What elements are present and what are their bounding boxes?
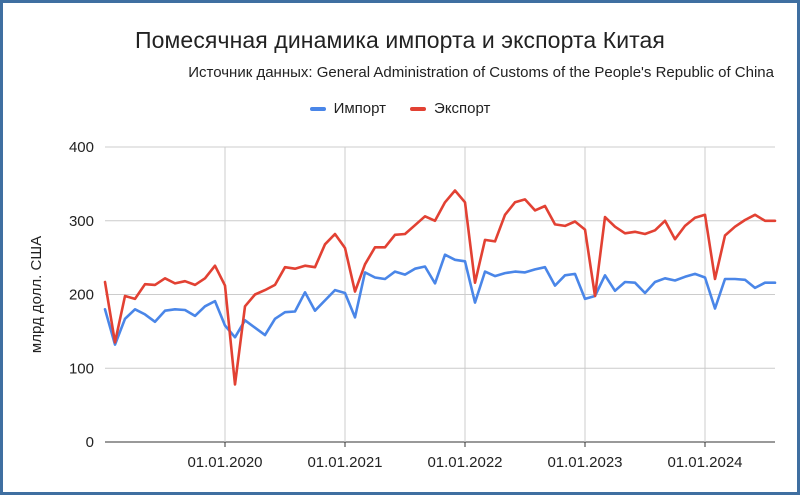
series-lines [103,189,777,386]
x-tick-label: 01.01.2021 [307,454,382,471]
legend-swatch-import [309,106,326,111]
x-tick-label: 01.01.2024 [667,454,742,471]
x-tick-label: 01.01.2022 [427,454,502,471]
x-tick-label: 01.01.2023 [547,454,622,471]
x-tick-label: 01.01.2020 [187,454,262,471]
series-line-export [103,189,777,386]
legend-swatch-export [410,106,427,111]
x-tick-labels: 01.01.2020 01.01.2021 01.01.2022 01.01.2023… [187,454,742,471]
y-axis-label: млрд долл. США [28,236,45,353]
legend-item-export: Экспорт [410,100,490,117]
series-line-import [103,253,777,346]
chart-title: Помесячная динамика импорта и экспорта К… [135,27,665,53]
y-tick-label: 400 [69,139,94,156]
y-tick-label: 100 [69,360,94,377]
legend-item-import: Импорт [309,100,387,117]
y-tick-label: 0 [86,434,94,451]
legend-label-import: Импорт [333,100,387,117]
chart-subtitle: Источник данных: General Administration … [188,64,774,81]
legend: Импорт Экспорт [0,100,800,117]
legend-label-export: Экспорт [434,100,491,117]
gridlines [105,146,775,447]
y-tick-label: 300 [69,213,94,230]
y-tick-labels: 0 100 200 300 400 [69,139,94,451]
y-tick-label: 200 [69,287,94,304]
